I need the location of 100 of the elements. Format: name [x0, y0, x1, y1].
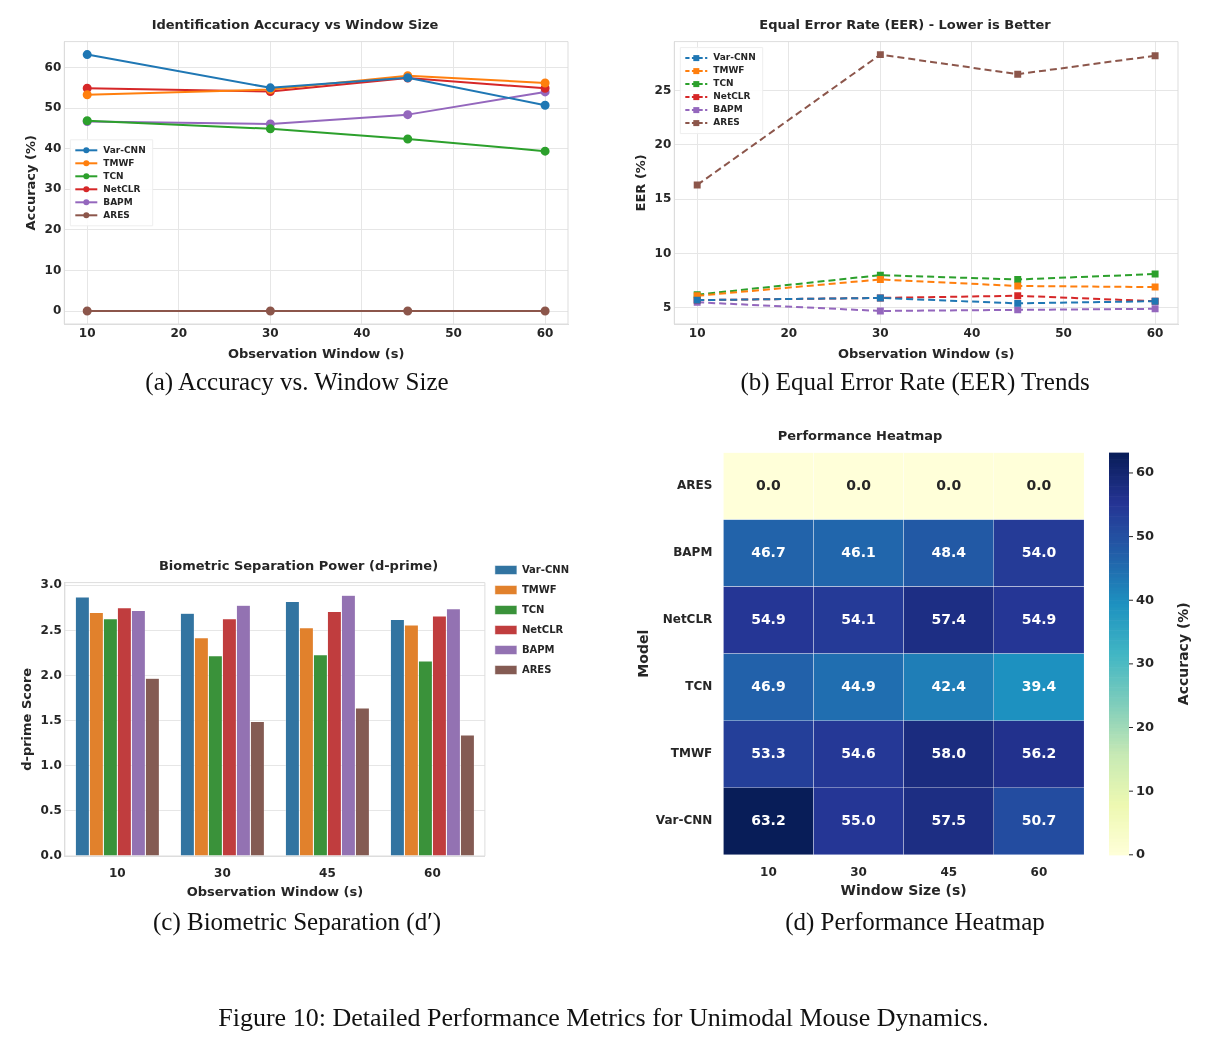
y-axis-title: EER (%): [633, 154, 649, 212]
legend-label: TCN: [713, 78, 734, 89]
x-tick-label: 10: [109, 866, 126, 881]
x-tick-label: 30: [262, 326, 279, 341]
data-label: 55.0: [841, 811, 877, 828]
data-label: 57.4: [931, 610, 967, 627]
y-tick-label: 60: [44, 59, 62, 74]
data-label: 54.6: [841, 744, 876, 761]
x-tick-label: 60: [536, 326, 554, 341]
chart-title: Biometric Separation Power (d-prime): [158, 558, 439, 574]
data-label: 46.9: [751, 677, 786, 694]
data-label: 44.9: [841, 677, 876, 694]
x-axis-title: Window Size (s): [840, 882, 967, 899]
y-tick-label: 15: [654, 191, 672, 206]
x-tick-label: 45: [940, 865, 958, 880]
legend-label: BAPM: [103, 196, 133, 207]
color-bar-label: 40: [1136, 591, 1155, 607]
legend-label: NetCLR: [103, 183, 141, 194]
y-tick-label: 10: [44, 262, 62, 277]
data-label: 54.0: [1021, 543, 1057, 560]
x-tick-label: 10: [760, 865, 777, 880]
text: (b) Equal Error Rate (EER) Trends: [739, 368, 1091, 396]
y-tick-label: 50: [44, 100, 62, 115]
x-tick-label: 60: [1030, 865, 1048, 880]
y-tick-label: BAPM: [673, 545, 713, 560]
y-tick-label: 5: [662, 299, 672, 314]
data-label: 42.4: [931, 677, 967, 694]
y-tick-label: 20: [654, 136, 672, 151]
data-label: 54.9: [1021, 610, 1057, 627]
color-bar-label: 0: [1136, 846, 1146, 862]
y-tick-label: 30: [44, 181, 62, 196]
legend-label: NetCLR: [521, 623, 564, 635]
legend-label: TMWF: [521, 583, 557, 595]
y-tick-label: 1.5: [40, 712, 62, 727]
x-tick-label: 60: [424, 866, 441, 881]
y-tick-label: 2.5: [40, 622, 62, 637]
data-label: 0.0: [1026, 476, 1052, 493]
y-tick-label: TMWF: [670, 746, 713, 761]
y-tick-label: 3.0: [40, 577, 62, 592]
y-tick-label: 20: [44, 221, 62, 236]
data-label: 48.4: [931, 543, 967, 560]
legend-label: BAPM: [713, 104, 743, 115]
chart-title: Identification Accuracy vs Window Size: [151, 17, 439, 33]
y-tick-label: 1.0: [40, 757, 62, 772]
data-label: 0.0: [936, 476, 962, 493]
data-label: 57.5: [931, 811, 967, 828]
chart-title: Performance Heatmap: [777, 428, 943, 444]
y-tick-label: TCN: [685, 679, 713, 694]
y-tick-label: 10: [654, 245, 672, 260]
legend-label: BAPM: [521, 643, 555, 655]
y-tick-label: 0.0: [40, 848, 62, 863]
data-label: 50.7: [1021, 811, 1057, 828]
y-tick-label: 2.0: [40, 667, 62, 682]
legend-label: Var-CNN: [521, 563, 570, 575]
legend-label: TCN: [521, 603, 545, 615]
legend-label: ARES: [103, 209, 130, 220]
x-tick-label: 10: [78, 326, 96, 341]
legend-label: ARES: [713, 117, 740, 128]
y-axis-title: d-prime Score: [19, 667, 35, 771]
color-bar-label: 20: [1136, 718, 1155, 734]
x-tick-label: 30: [214, 866, 231, 881]
y-axis-title: Accuracy (%): [23, 135, 39, 231]
y-tick-label: 25: [654, 82, 672, 97]
data-label: 0.0: [846, 476, 872, 493]
x-tick-label: 40: [963, 326, 981, 341]
x-tick-label: 60: [1146, 326, 1164, 341]
data-label: 63.2: [751, 811, 786, 828]
color-bar-label: 30: [1136, 655, 1155, 671]
legend-label: TMWF: [713, 65, 745, 76]
x-axis-title: Observation Window (s): [186, 883, 364, 899]
legend-label: TCN: [103, 170, 124, 181]
x-tick-label: 30: [850, 865, 867, 880]
y-tick-label: 0: [52, 303, 62, 318]
data-label: 54.9: [751, 610, 786, 627]
color-bar-label: 60: [1136, 464, 1155, 480]
data-label: 54.1: [841, 610, 876, 627]
x-axis-title: Observation Window (s): [227, 345, 405, 361]
color-bar-title: Accuracy (%): [1174, 602, 1191, 706]
data-label: 46.1: [841, 543, 876, 560]
x-tick-label: 40: [353, 326, 371, 341]
x-tick-label: 50: [1055, 326, 1072, 341]
y-tick-label: ARES: [676, 478, 713, 493]
caption: Figure 10: Detailed Performance Metrics for Unimodal Mouse Dynamics.: [217, 1003, 990, 1033]
color-bar-label: 50: [1136, 527, 1155, 543]
y-tick-label: 40: [44, 140, 62, 155]
data-label: 53.3: [751, 744, 786, 761]
x-tick-label: 50: [445, 326, 462, 341]
data-label: 0.0: [756, 476, 782, 493]
y-tick-label: 0.5: [40, 803, 62, 818]
data-label: 46.7: [751, 543, 786, 560]
x-tick-label: 45: [319, 866, 336, 881]
legend-label: NetCLR: [713, 91, 751, 102]
chart-title: Equal Error Rate (EER) - Lower is Better: [759, 17, 1052, 33]
x-tick-label: 20: [780, 326, 798, 341]
legend-label: Var-CNN: [103, 144, 146, 155]
legend-label: ARES: [521, 663, 552, 675]
x-axis-title: Observation Window (s): [837, 345, 1015, 361]
y-tick-label: Var-CNN: [655, 813, 713, 828]
text: (d) Performance Heatmap: [784, 908, 1046, 936]
color-bar-label: 10: [1136, 782, 1155, 798]
